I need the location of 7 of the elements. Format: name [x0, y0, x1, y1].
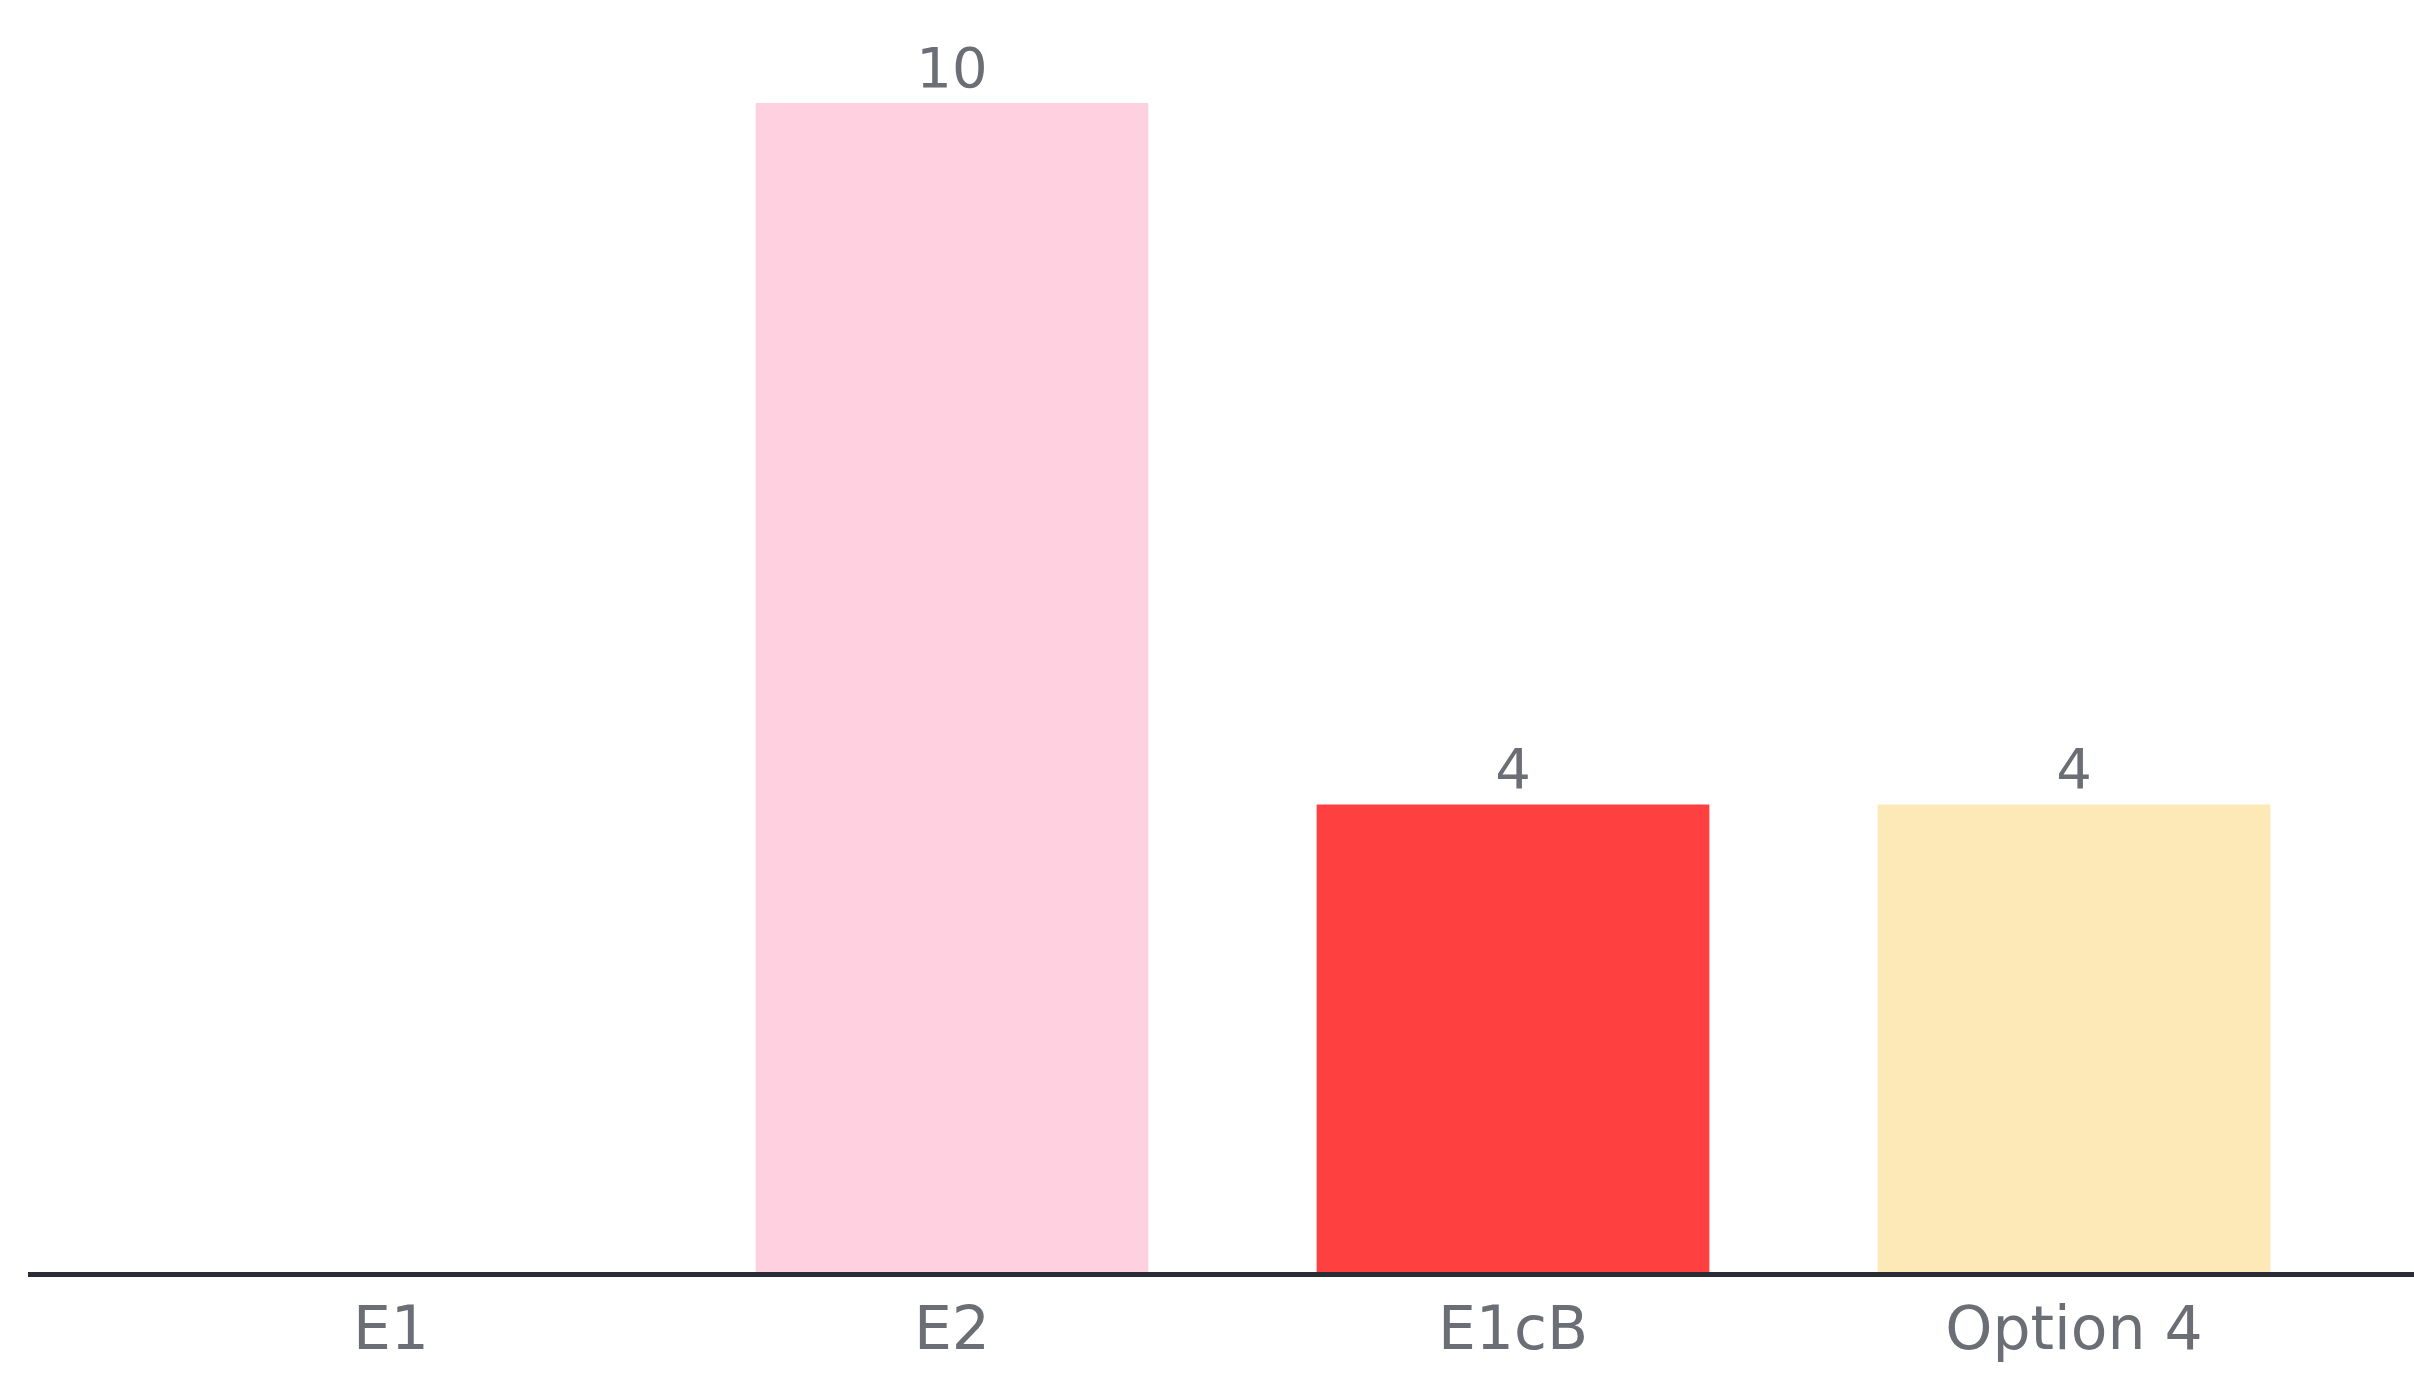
data-label: 4	[2056, 736, 2092, 802]
data-label: 10	[916, 35, 988, 100]
x-tick-label: E1cB	[1437, 1293, 1589, 1363]
x-tick-label: E2	[913, 1293, 991, 1363]
x-tick-label: E1	[352, 1293, 430, 1363]
x-tick-label: Option 4	[1945, 1293, 2203, 1363]
data-label: 4	[1495, 736, 1531, 802]
